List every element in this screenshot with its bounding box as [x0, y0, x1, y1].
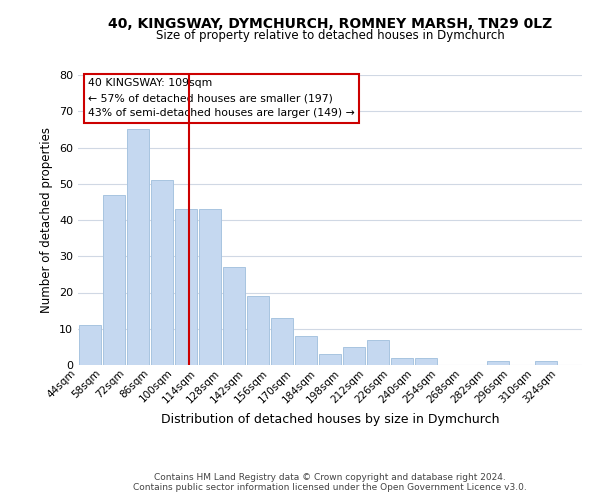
Bar	[391, 358, 413, 365]
Bar	[415, 358, 437, 365]
Y-axis label: Number of detached properties: Number of detached properties	[40, 127, 53, 313]
Bar	[223, 267, 245, 365]
Bar	[127, 130, 149, 365]
Bar	[151, 180, 173, 365]
Text: Size of property relative to detached houses in Dymchurch: Size of property relative to detached ho…	[155, 28, 505, 42]
X-axis label: Distribution of detached houses by size in Dymchurch: Distribution of detached houses by size …	[161, 413, 499, 426]
Text: Contains public sector information licensed under the Open Government Licence v3: Contains public sector information licen…	[133, 484, 527, 492]
Text: Contains HM Land Registry data © Crown copyright and database right 2024.: Contains HM Land Registry data © Crown c…	[154, 474, 506, 482]
Bar	[103, 194, 125, 365]
Bar	[295, 336, 317, 365]
Bar	[367, 340, 389, 365]
Text: 40 KINGSWAY: 109sqm
← 57% of detached houses are smaller (197)
43% of semi-detac: 40 KINGSWAY: 109sqm ← 57% of detached ho…	[88, 78, 355, 118]
Bar	[487, 362, 509, 365]
Text: 40, KINGSWAY, DYMCHURCH, ROMNEY MARSH, TN29 0LZ: 40, KINGSWAY, DYMCHURCH, ROMNEY MARSH, T…	[108, 18, 552, 32]
Bar	[175, 209, 197, 365]
Bar	[79, 325, 101, 365]
Bar	[271, 318, 293, 365]
Bar	[247, 296, 269, 365]
Bar	[343, 347, 365, 365]
Bar	[199, 209, 221, 365]
Bar	[319, 354, 341, 365]
Bar	[535, 362, 557, 365]
